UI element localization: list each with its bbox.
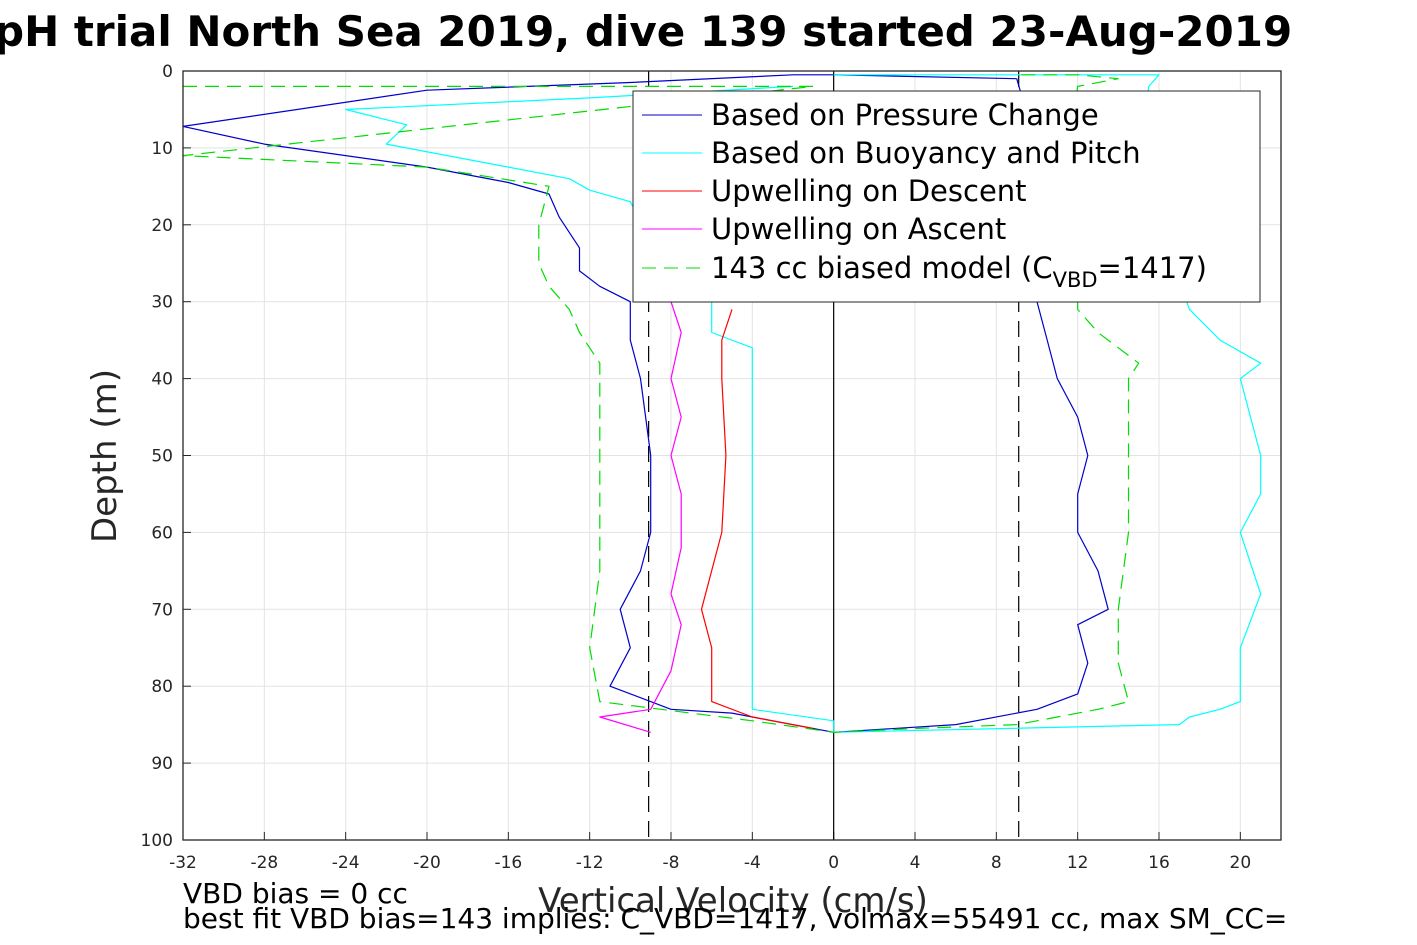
- legend: Based on Pressure Change Based on Buoyan…: [632, 90, 1261, 303]
- chart-title: pH trial North Sea 2019, dive 139 starte…: [0, 7, 1292, 56]
- series-line-biased-model: [182, 74, 1140, 733]
- legend-label-model-suffix: =1417): [1098, 251, 1207, 285]
- series-line-pressure-change: [182, 74, 1109, 733]
- x-tick-label: 8: [991, 853, 1002, 873]
- series-layer: [182, 74, 1262, 733]
- y-axis-label: Depth (m): [85, 369, 125, 543]
- series-line-buoyancy-pitch: [345, 74, 1262, 733]
- x-tick-label: -8: [663, 853, 680, 873]
- legend-label-model: 143 cc biased model (CVBD=1417): [711, 251, 1207, 292]
- x-axis-label: Vertical Velocity (cm/s): [538, 881, 928, 921]
- x-tick-label: -4: [744, 853, 761, 873]
- series-line-upwelling-descent: [700, 309, 814, 730]
- y-tick-label: 70: [151, 600, 173, 620]
- y-tick-label: 100: [141, 831, 173, 851]
- x-tick-label: -28: [250, 853, 278, 873]
- x-tick-label: -12: [576, 853, 604, 873]
- y-tick-label: 50: [151, 447, 173, 467]
- footnote-best-fit: best fit VBD bias=143 implies: C_VBD=141…: [183, 902, 1287, 935]
- y-tick-label: 40: [151, 370, 173, 390]
- series-line-upwelling-ascent: [599, 301, 682, 733]
- y-tick-label: 80: [151, 677, 173, 697]
- y-tick-label: 90: [151, 754, 173, 774]
- y-tick-label: 10: [151, 139, 173, 159]
- legend-label-ascent: Upwelling on Ascent: [711, 212, 1006, 246]
- y-tick-label: 20: [151, 216, 173, 236]
- y-tick-labels: 0 10 20 30 40 50 60 70 80 90 100: [141, 62, 173, 851]
- x-tick-label: 12: [1067, 853, 1089, 873]
- plot-frame: [182, 70, 1282, 841]
- legend-box: [632, 90, 1261, 303]
- x-tick-label: 4: [910, 853, 921, 873]
- legend-label-model-prefix: 143 cc biased model (C: [711, 251, 1053, 285]
- legend-label-descent: Upwelling on Descent: [711, 174, 1027, 208]
- x-tick-label: 20: [1230, 853, 1252, 873]
- y-tick-label: 0: [162, 62, 173, 82]
- y-tick-label: 30: [151, 293, 173, 313]
- x-tick-label: -24: [332, 853, 360, 873]
- x-tick-label: -16: [494, 853, 522, 873]
- x-tick-labels: -32 -28 -24 -20 -16 -12 -8 -4 0 4 8 12 16 20: [169, 853, 1251, 873]
- x-tick-label: 16: [1148, 853, 1170, 873]
- x-tick-label: -20: [413, 853, 441, 873]
- legend-label-model-sub: VBD: [1053, 268, 1098, 292]
- x-tick-label: -32: [169, 853, 197, 873]
- footnote-vbd-bias: VBD bias = 0 cc: [183, 877, 408, 910]
- legend-label-buoyancy: Based on Buoyancy and Pitch: [711, 136, 1141, 170]
- x-tick-label: 0: [828, 853, 839, 873]
- y-tick-label: 60: [151, 523, 173, 543]
- legend-label-pressure: Based on Pressure Change: [711, 98, 1099, 132]
